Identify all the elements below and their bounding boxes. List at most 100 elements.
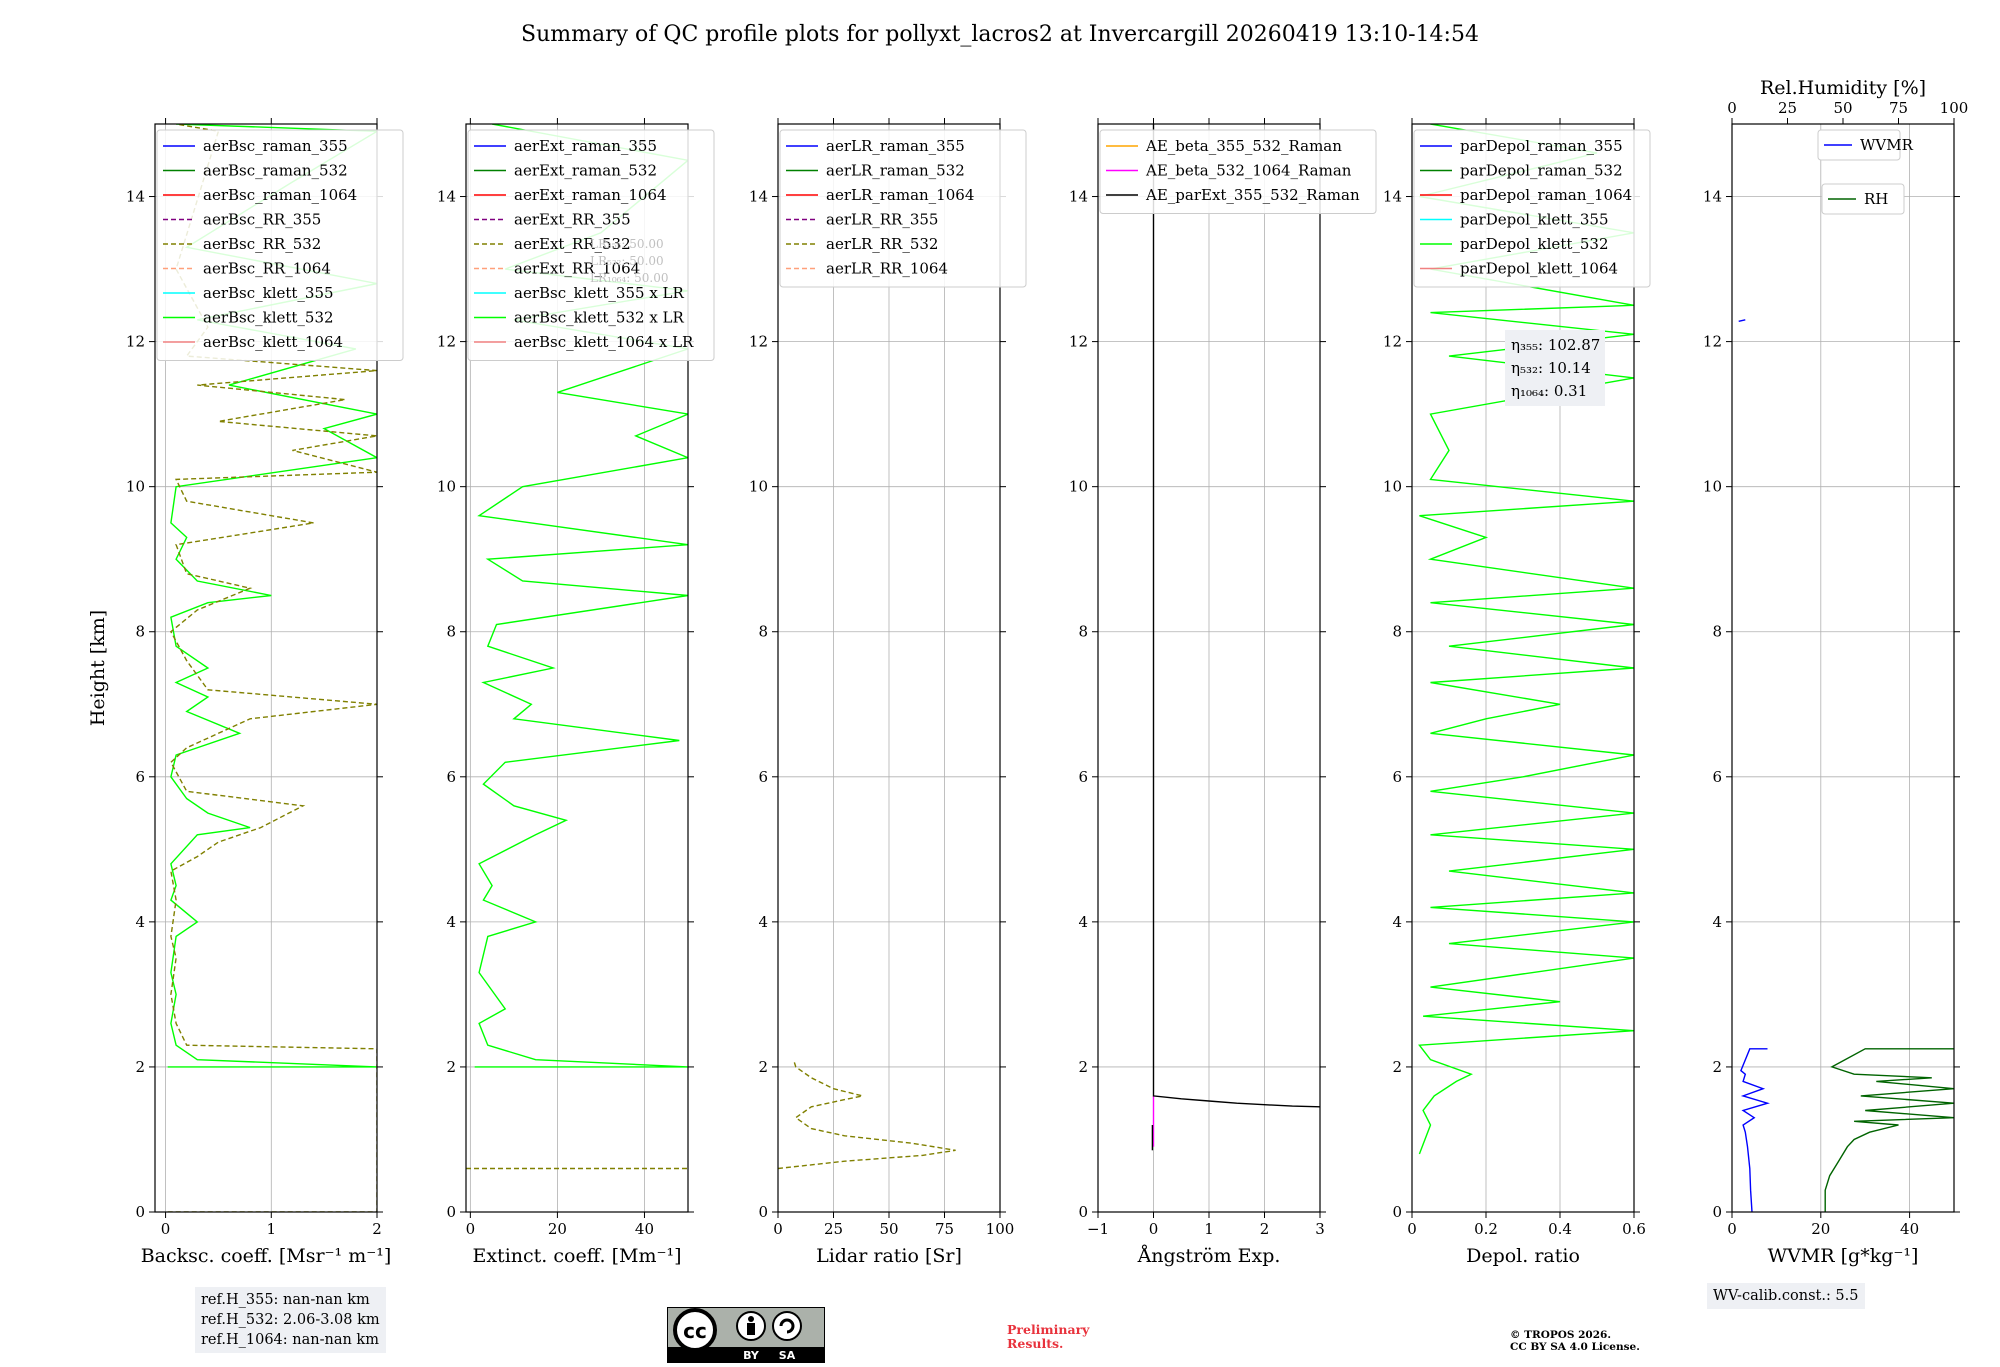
x-tick-label: 0 — [773, 1220, 783, 1238]
copyright-line-1: © TROPOS 2026. — [1510, 1329, 1612, 1341]
y-tick-label: 8 — [135, 623, 145, 641]
y-tick-label: 0 — [1078, 1203, 1088, 1221]
legend-box — [156, 129, 404, 361]
legend-label: RH — [1864, 190, 1888, 208]
y-tick-label: 2 — [135, 1058, 145, 1076]
y-tick-label: 12 — [126, 333, 145, 351]
series-line-aerBsc_klett_532 — [167, 124, 377, 1068]
y-tick-label: 6 — [758, 768, 768, 786]
y-tick-label: 6 — [446, 768, 456, 786]
legend: WVMR RH — [1817, 129, 1914, 215]
series-line-aerLR_RR_532 — [778, 1059, 956, 1170]
series-group — [1151, 124, 1320, 1151]
x-tick-label: 75 — [935, 1220, 954, 1238]
x-tick-label: 1 — [267, 1220, 277, 1238]
ref-height-355: ref.H_355: nan-nan km — [201, 1292, 370, 1308]
y-tick-label: 14 — [437, 188, 456, 206]
y-tick-label: 8 — [1078, 623, 1088, 641]
wv-calib-box: WV-calib.const.: 5.5 — [1707, 1283, 1865, 1309]
legend-label: aerBsc_klett_1064 — [203, 333, 343, 351]
y-tick-label: 14 — [1383, 188, 1402, 206]
x-tick-label: 25 — [824, 1220, 843, 1238]
series-line-WVMR — [1740, 1048, 1770, 1212]
plot-frame — [1411, 123, 1635, 1213]
y-tick-label: 14 — [749, 188, 768, 206]
y-tick-label: 10 — [1703, 478, 1722, 496]
eta-annotation: η₅₃₂: 10.14 — [1511, 359, 1591, 377]
y-tick-label: 8 — [446, 623, 456, 641]
legend-label: aerBsc_klett_532 x LR — [514, 309, 685, 327]
legend-label: aerExt_RR_355 — [514, 211, 631, 229]
x-tick-label: 1 — [1204, 1220, 1214, 1238]
y-tick-label: 12 — [1703, 333, 1722, 351]
x-tick-label: 0 — [1407, 1220, 1417, 1238]
legend-box — [467, 129, 715, 361]
x-tick-label: 40 — [635, 1220, 654, 1238]
y-tick-label: 2 — [1078, 1058, 1088, 1076]
series-group — [1738, 319, 1954, 1212]
cc-license-badge: cc BY SA — [666, 1306, 826, 1367]
legend-label: aerLR_raman_532 — [826, 162, 965, 180]
panel-depol: 0 0.2 0.4 0.6 0 2 4 6 8 10 12 14 Depol. ratio parDepo… — [1383, 118, 1651, 1267]
top-x-tick-label: 0 — [1727, 99, 1737, 117]
y-tick-label: 4 — [446, 913, 456, 931]
y-tick-label: 6 — [1078, 768, 1088, 786]
series-line-aerBsc_klett_532 x LR — [474, 124, 688, 1068]
ref-height-532: ref.H_532: 2.06-3.08 km — [201, 1312, 380, 1328]
legend-label: aerLR_RR_532 — [826, 235, 938, 253]
series-group — [466, 124, 688, 1170]
y-tick-label: 6 — [135, 768, 145, 786]
legend-label: aerBsc_RR_355 — [203, 211, 321, 229]
y-tick-label: 0 — [446, 1203, 456, 1221]
x-tick-label: 40 — [1900, 1220, 1919, 1238]
y-tick-label: 0 — [758, 1203, 768, 1221]
copyright-note: © TROPOS 2026. CC BY SA 4.0 License. — [1510, 1329, 1730, 1353]
legend-label: aerBsc_klett_355 x LR — [514, 284, 685, 302]
legend-label: aerExt_raman_532 — [514, 162, 657, 180]
legend-label: aerExt_raman_355 — [514, 137, 657, 155]
y-tick-label: 12 — [1383, 333, 1402, 351]
y-tick-label: 10 — [1383, 478, 1402, 496]
y-tick-label: 6 — [1392, 768, 1402, 786]
preliminary-line-1: Preliminary — [1007, 1322, 1090, 1337]
y-tick-label: 4 — [1392, 913, 1402, 931]
x-tick-label: 0 — [1149, 1220, 1159, 1238]
top-x-axis-label: Rel.Humidity [%] — [1760, 77, 1926, 99]
x-tick-label: 2 — [372, 1220, 382, 1238]
y-tick-label: 4 — [1712, 913, 1722, 931]
y-tick-label: 14 — [1069, 188, 1088, 206]
legend-label: aerExt_RR_1064 — [514, 260, 640, 278]
figure-title: Summary of QC profile plots for pollyxt_… — [521, 22, 1479, 47]
legend-box — [1817, 129, 1901, 161]
copyright-line-2: CC BY SA 4.0 License. — [1510, 1341, 1640, 1353]
y-tick-label: 2 — [758, 1058, 768, 1076]
x-tick-label: 0 — [1727, 1220, 1737, 1238]
legend-label: aerBsc_RR_532 — [203, 235, 321, 253]
legend-label: aerLR_raman_355 — [826, 137, 965, 155]
y-tick-label: 0 — [135, 1203, 145, 1221]
top-x-tick-label: 50 — [1833, 99, 1852, 117]
x-tick-label: 2 — [1260, 1220, 1270, 1238]
legend-label: aerBsc_klett_355 — [203, 284, 334, 302]
legend-box — [1821, 183, 1905, 215]
y-tick-label: 8 — [1392, 623, 1402, 641]
legend-box — [779, 129, 1027, 288]
legend-label: aerLR_RR_355 — [826, 211, 938, 229]
lr-annotation: LR₁₀₆₄: 50.00 — [590, 271, 668, 285]
x-axis-label: Backsc. coeff. [Msr⁻¹ m⁻¹] — [141, 1245, 392, 1267]
wv-calib-text: WV-calib.const.: 5.5 — [1713, 1288, 1859, 1304]
legend-label: AE_beta_355_532_Raman — [1145, 137, 1342, 155]
legend-label: aerLR_raman_1064 — [826, 186, 974, 204]
legend-label: WVMR — [1860, 136, 1914, 154]
y-tick-label: 0 — [1392, 1203, 1402, 1221]
y-axis-label: Height [km] — [87, 610, 109, 726]
series-group — [778, 1059, 956, 1170]
cc-logo-icon: cc BY SA — [666, 1306, 826, 1364]
cc-sa-label: SA — [779, 1349, 796, 1362]
x-tick-label: 20 — [548, 1220, 567, 1238]
y-tick-label: 4 — [135, 913, 145, 931]
x-tick-label: 0.2 — [1474, 1220, 1498, 1238]
x-tick-label: 20 — [1811, 1220, 1830, 1238]
